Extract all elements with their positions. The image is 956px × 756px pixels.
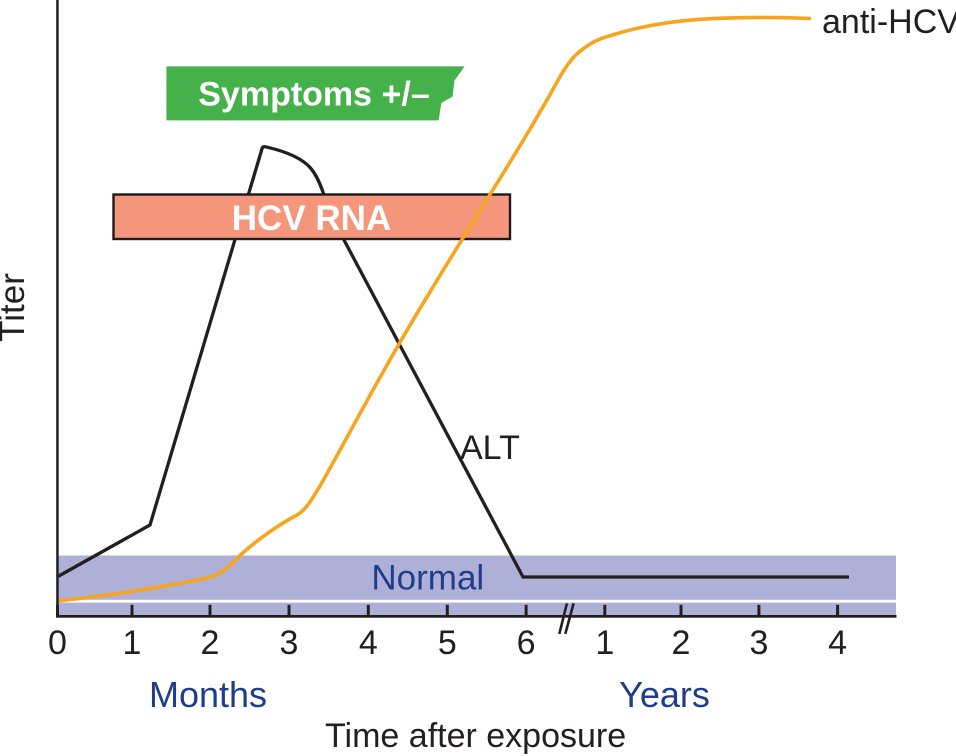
svg-text:Years: Years (619, 674, 710, 715)
svg-text:anti-HCV: anti-HCV (822, 3, 956, 41)
svg-text:Months: Months (149, 674, 267, 715)
svg-text:3: 3 (280, 624, 299, 662)
svg-text:1: 1 (123, 624, 142, 662)
svg-text:Titer: Titer (0, 273, 32, 342)
svg-text:4: 4 (359, 624, 378, 662)
svg-text:0: 0 (48, 624, 67, 662)
svg-text:HCV RNA: HCV RNA (232, 199, 391, 238)
svg-text:1: 1 (595, 624, 614, 662)
svg-text:4: 4 (828, 624, 847, 662)
svg-text:2: 2 (201, 624, 220, 662)
svg-text:Time after exposure: Time after exposure (325, 717, 626, 755)
svg-text:Normal: Normal (371, 558, 484, 597)
svg-text:5: 5 (438, 624, 457, 662)
svg-text:ALT: ALT (460, 429, 520, 467)
svg-text:2: 2 (672, 624, 691, 662)
svg-text:Symptoms +/–: Symptoms +/– (198, 76, 429, 114)
svg-text:3: 3 (749, 624, 768, 662)
svg-text:6: 6 (517, 624, 536, 662)
